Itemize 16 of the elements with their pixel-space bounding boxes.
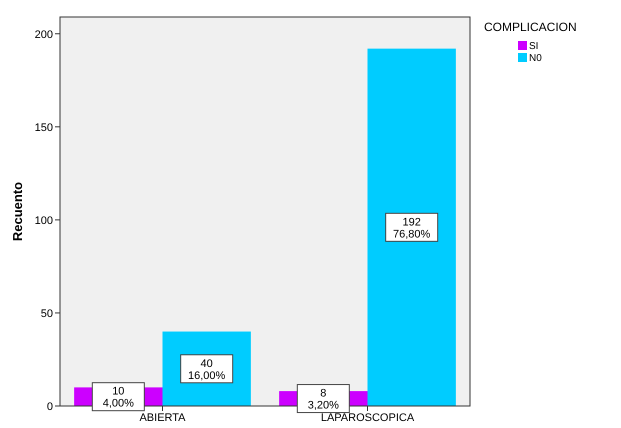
data-label: 192 76,80% xyxy=(393,216,431,240)
y-tick-label: 200 xyxy=(34,28,53,41)
legend-label: SI xyxy=(529,41,538,52)
x-tick-label: ABIERTA xyxy=(139,412,186,424)
y-tick-label: 100 xyxy=(34,214,53,227)
legend-label: N0 xyxy=(529,53,542,64)
legend-title: COMPLICACION xyxy=(484,20,577,34)
y-axis-title: Recuento xyxy=(10,182,25,242)
data-label: 8 3,20% xyxy=(308,388,340,412)
x-tick-label: LAPAROSCOPICA xyxy=(320,412,415,424)
bar xyxy=(368,48,456,406)
data-label: 10 4,00% xyxy=(102,386,134,410)
data-label: 40 16,00% xyxy=(188,358,226,382)
y-tick-label: 50 xyxy=(40,308,53,320)
y-tick-label: 0 xyxy=(46,401,53,413)
y-tick-label: 150 xyxy=(34,122,53,134)
